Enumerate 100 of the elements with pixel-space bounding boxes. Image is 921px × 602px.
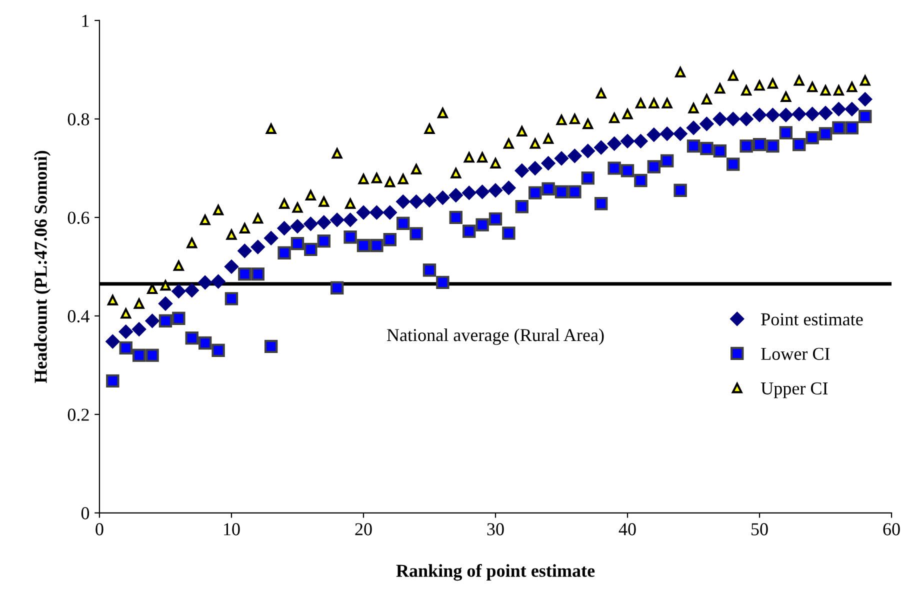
point [686, 120, 701, 136]
point [702, 94, 712, 104]
point [107, 294, 118, 306]
point [596, 88, 606, 99]
point [699, 116, 714, 132]
point [370, 238, 384, 252]
point [290, 236, 304, 250]
point [358, 174, 369, 184]
point [198, 275, 212, 290]
point [316, 215, 332, 230]
point [778, 108, 794, 122]
point [794, 75, 804, 86]
point [371, 172, 382, 184]
point [106, 374, 120, 388]
point [303, 216, 318, 232]
point [490, 158, 501, 168]
point [567, 148, 582, 164]
point [384, 176, 396, 188]
point [635, 98, 646, 108]
point [739, 112, 754, 126]
point [647, 160, 661, 174]
point [846, 82, 858, 92]
point [105, 334, 120, 349]
point [528, 186, 542, 200]
point [806, 131, 819, 144]
point [726, 112, 740, 126]
point [264, 230, 278, 246]
point [145, 314, 160, 328]
point [411, 164, 422, 174]
point [792, 138, 806, 152]
point [554, 151, 569, 166]
point [530, 138, 540, 149]
y-tick-label: 1 [82, 14, 89, 27]
point [543, 133, 554, 144]
point [172, 312, 186, 325]
point [728, 70, 738, 81]
point [818, 106, 833, 120]
legend-label: Lower CI [761, 348, 830, 360]
point [118, 324, 134, 339]
point [383, 233, 396, 246]
x-tick-label: 40 [618, 523, 636, 536]
point [345, 198, 356, 209]
point [211, 274, 226, 289]
point [356, 205, 371, 220]
point [634, 174, 648, 188]
point [132, 322, 146, 336]
point [594, 197, 608, 210]
point [410, 227, 423, 240]
point [290, 219, 305, 234]
point [834, 85, 844, 96]
point [713, 144, 727, 158]
point [568, 185, 582, 198]
x-tick-label: 60 [883, 523, 900, 536]
point [779, 126, 793, 140]
point [752, 138, 766, 152]
point [200, 214, 210, 226]
point [213, 204, 224, 216]
point [673, 126, 688, 141]
point [792, 106, 806, 122]
point [330, 212, 344, 228]
point [369, 205, 384, 220]
point [660, 126, 674, 141]
point [462, 224, 476, 238]
point [542, 182, 555, 196]
point [185, 331, 198, 345]
point [398, 174, 408, 184]
legend-label: Point estimate [761, 313, 863, 326]
point [620, 164, 634, 178]
point [502, 226, 516, 240]
point [765, 108, 780, 122]
point [396, 194, 410, 209]
point [608, 162, 621, 175]
point [832, 121, 846, 134]
point [279, 198, 290, 209]
point [422, 192, 437, 208]
point [237, 244, 252, 258]
point [422, 264, 436, 277]
point [212, 344, 225, 357]
x-tick-label: 50 [752, 523, 768, 536]
point [675, 66, 686, 78]
point [436, 276, 450, 290]
point [277, 221, 292, 236]
point [119, 341, 132, 355]
point [768, 78, 778, 89]
point [807, 82, 818, 92]
point [607, 136, 622, 151]
point [700, 142, 714, 156]
point [581, 171, 595, 185]
point [224, 259, 239, 274]
point [396, 216, 410, 230]
point [712, 112, 728, 126]
point [292, 202, 303, 213]
point [330, 281, 344, 294]
point [171, 284, 186, 299]
point [184, 283, 200, 298]
point [726, 158, 740, 171]
point [514, 163, 530, 178]
point [582, 118, 594, 130]
point [646, 127, 662, 142]
point [820, 85, 831, 96]
